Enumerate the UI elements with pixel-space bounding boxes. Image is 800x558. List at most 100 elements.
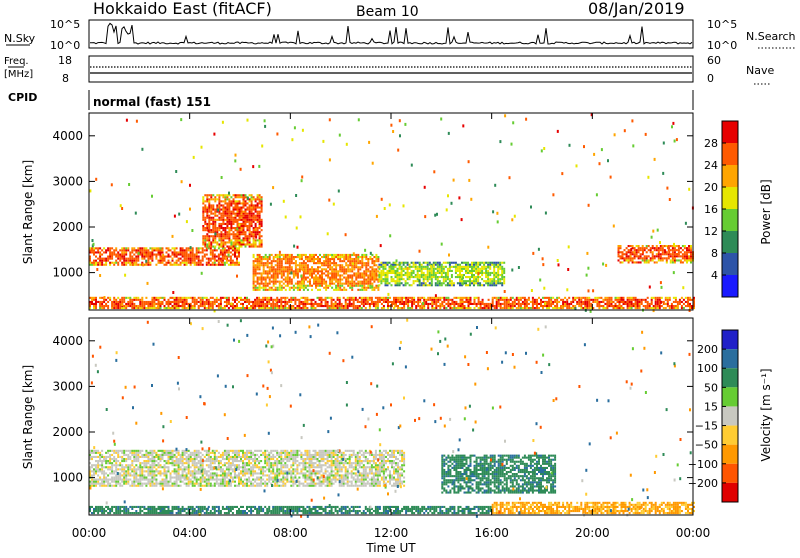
- power-cell: [640, 257, 642, 259]
- power-cell: [141, 305, 143, 307]
- power-cell: [271, 266, 273, 268]
- velocity-cell: [113, 485, 115, 487]
- power-cell: [275, 274, 277, 276]
- power-cell: [351, 281, 353, 283]
- power-cell: [443, 272, 445, 274]
- power-cell: [249, 219, 251, 221]
- power-cell: [534, 307, 536, 309]
- power-cell: [648, 255, 650, 257]
- power-cell: [331, 305, 333, 307]
- power-cell: [628, 261, 630, 263]
- velocity-cell: [111, 466, 113, 468]
- power-cell: [512, 297, 514, 299]
- power-cell: [139, 303, 141, 305]
- power-cell: [267, 260, 269, 262]
- power-cell: [445, 262, 447, 264]
- power-cell: [214, 209, 216, 211]
- power-cell: [107, 258, 109, 260]
- power-cell: [415, 274, 417, 276]
- power-cell: [584, 303, 586, 305]
- power-cell: [263, 285, 265, 287]
- power-cell: [299, 254, 301, 256]
- power-cell: [500, 307, 502, 309]
- power-cell: [475, 278, 477, 280]
- power-cell: [493, 282, 495, 284]
- power-cell: [628, 257, 630, 259]
- power-cell: [269, 279, 271, 281]
- power-cell: [321, 305, 323, 307]
- power-cell: [233, 219, 235, 221]
- power-cell: [331, 283, 333, 285]
- power-cell: [349, 264, 351, 266]
- power-cell: [325, 289, 327, 291]
- power-cell: [660, 257, 662, 259]
- power-cell: [295, 266, 297, 268]
- power-cell: [269, 268, 271, 270]
- power-cell: [363, 299, 365, 301]
- power-cell: [686, 253, 688, 255]
- power-cell: [241, 241, 243, 243]
- velocity-cell: [93, 456, 95, 458]
- power-cell: [686, 247, 688, 249]
- power-cell: [387, 307, 389, 309]
- power-cell: [375, 272, 377, 274]
- power-cell: [667, 303, 669, 305]
- power-cell: [656, 255, 658, 257]
- power-cell: [473, 274, 475, 276]
- power-cell: [249, 227, 251, 229]
- power-cell: [401, 307, 403, 309]
- power-cell: [361, 281, 363, 283]
- power-cell: [275, 272, 277, 274]
- power-cell: [249, 233, 251, 235]
- power-cell: [351, 305, 353, 307]
- power-echo: [586, 252, 588, 255]
- power-cell: [620, 261, 622, 263]
- power-cell: [200, 260, 202, 262]
- power-cell: [269, 258, 271, 260]
- power-cell: [172, 251, 174, 253]
- velocity-cell: [170, 462, 172, 464]
- power-cell: [423, 307, 425, 309]
- power-cell: [194, 307, 196, 309]
- power-cell: [237, 204, 239, 206]
- power-cell: [382, 266, 384, 268]
- velocity-cell: [172, 477, 174, 479]
- power-cell: [239, 219, 241, 221]
- power-cell: [623, 301, 625, 303]
- power-cell: [516, 297, 518, 299]
- velocity-cell: [176, 468, 178, 470]
- power-cell: [337, 283, 339, 285]
- power-cell: [395, 264, 397, 266]
- power-cell: [95, 262, 97, 264]
- power-cell: [180, 262, 182, 264]
- power-cell: [425, 278, 427, 280]
- power-cell: [465, 270, 467, 272]
- power-cell: [481, 262, 483, 264]
- power-cell: [212, 198, 214, 200]
- nave-tick-high: 60: [707, 54, 721, 67]
- power-cell: [259, 254, 261, 256]
- power-cell: [371, 303, 373, 305]
- power-cell: [259, 231, 261, 233]
- power-cell: [403, 262, 405, 264]
- power-cell: [532, 299, 534, 301]
- power-cell: [327, 277, 329, 279]
- power-cell: [407, 301, 409, 303]
- power-cell: [241, 202, 243, 204]
- power-cell: [131, 303, 133, 305]
- power-cell: [401, 270, 403, 272]
- power-cell: [222, 221, 224, 223]
- power-cell: [164, 307, 166, 309]
- power-cell: [202, 198, 204, 200]
- power-cell: [153, 297, 155, 299]
- power-cell: [457, 282, 459, 284]
- freq-tick-low: 8: [62, 72, 69, 85]
- power-cell: [381, 307, 383, 309]
- power-cell: [222, 251, 224, 253]
- power-cell: [300, 307, 302, 309]
- power-cell: [249, 215, 251, 217]
- power-cell: [375, 256, 377, 258]
- power-cell: [349, 254, 351, 256]
- power-cell: [264, 307, 266, 309]
- power-cell: [357, 260, 359, 262]
